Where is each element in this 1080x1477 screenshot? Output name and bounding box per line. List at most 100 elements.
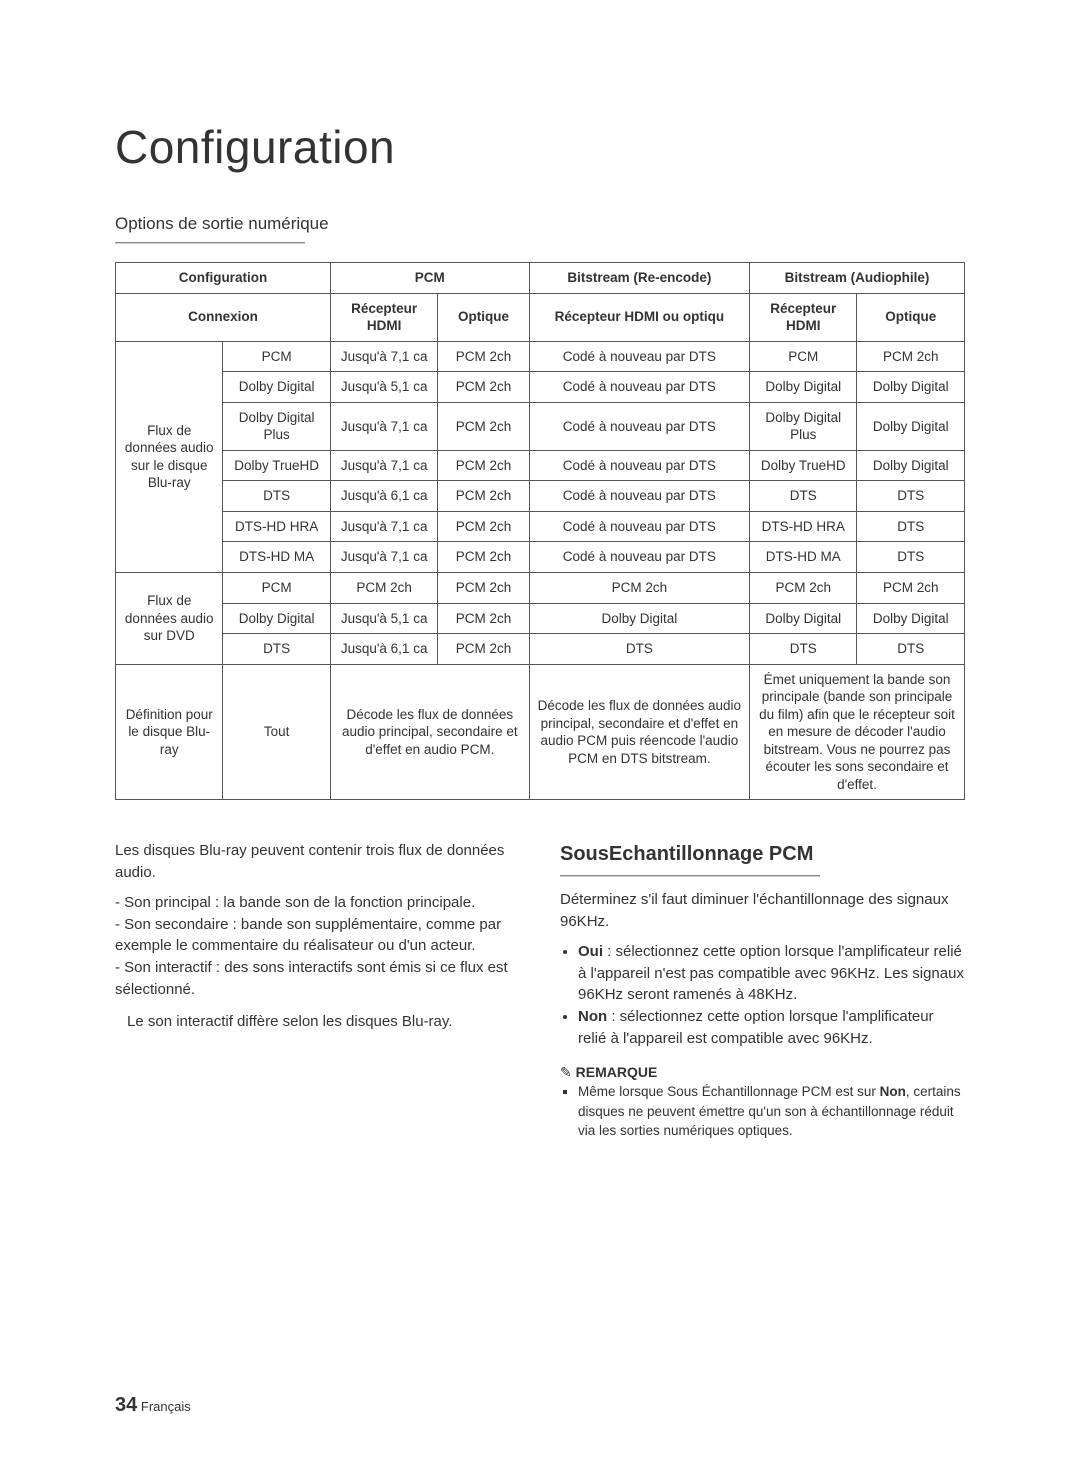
table-cell: Dolby Digital bbox=[750, 372, 857, 403]
right-heading: SousEchantillonnage PCM bbox=[560, 840, 965, 869]
table-cell: Codé à nouveau par DTS bbox=[529, 542, 749, 573]
left-intro: Les disques Blu-ray peuvent contenir tro… bbox=[115, 840, 520, 884]
table-cell: Définition pour le disque Blu-ray bbox=[116, 664, 223, 800]
th-optique-2: Optique bbox=[857, 293, 965, 341]
table-row: Flux de données audio sur DVDPCMPCM 2chP… bbox=[116, 573, 965, 604]
left-list: Son principal : la bande son de la fonct… bbox=[115, 892, 520, 1001]
table-cell: PCM 2ch bbox=[438, 511, 529, 542]
table-cell: PCM 2ch bbox=[438, 603, 529, 634]
table-cell: Jusqu'à 7,1 ca bbox=[330, 341, 437, 372]
th-optique: Optique bbox=[438, 293, 529, 341]
th-connection: Connexion bbox=[116, 293, 331, 341]
table-cell: DTS bbox=[857, 481, 965, 512]
th-config: Configuration bbox=[116, 263, 331, 294]
table-row: Dolby TrueHDJusqu'à 7,1 caPCM 2chCodé à … bbox=[116, 450, 965, 481]
list-item: Son interactif : des sons interactifs so… bbox=[115, 957, 520, 1001]
remark-item: Même lorsque Sous Échantillonnage PCM es… bbox=[578, 1082, 965, 1141]
table-cell: Dolby Digital bbox=[223, 603, 330, 634]
table-cell: PCM 2ch bbox=[438, 372, 529, 403]
table-cell: Dolby Digital Plus bbox=[750, 402, 857, 450]
table-cell: DTS bbox=[857, 511, 965, 542]
table-cell: Dolby Digital Plus bbox=[223, 402, 330, 450]
option-key: Oui bbox=[578, 943, 603, 960]
table-cell: DTS bbox=[223, 481, 330, 512]
table-row: Dolby DigitalJusqu'à 5,1 caPCM 2chDolby … bbox=[116, 603, 965, 634]
list-item: Oui : sélectionnez cette option lorsque … bbox=[578, 941, 965, 1006]
table-cell: DTS-HD HRA bbox=[223, 511, 330, 542]
table-cell: Jusqu'à 7,1 ca bbox=[330, 450, 437, 481]
table-cell: PCM 2ch bbox=[438, 402, 529, 450]
table-cell: Codé à nouveau par DTS bbox=[529, 402, 749, 450]
table-cell: Dolby Digital bbox=[857, 603, 965, 634]
option-key: Non bbox=[578, 1008, 607, 1025]
table-cell: DTS bbox=[750, 634, 857, 665]
list-item: Non : sélectionnez cette option lorsque … bbox=[578, 1006, 965, 1050]
table-cell: PCM 2ch bbox=[438, 341, 529, 372]
remark-pre: Même lorsque Sous Échantillonnage PCM es… bbox=[578, 1084, 880, 1099]
list-item: Son principal : la bande son de la fonct… bbox=[115, 892, 520, 914]
section-subtitle: Options de sortie numérique bbox=[115, 214, 965, 234]
th-pcm: PCM bbox=[330, 263, 529, 294]
table-cell: Codé à nouveau par DTS bbox=[529, 481, 749, 512]
table-row: DTS-HD MAJusqu'à 7,1 caPCM 2chCodé à nou… bbox=[116, 542, 965, 573]
table-cell: PCM 2ch bbox=[857, 341, 965, 372]
table-cell: Tout bbox=[223, 664, 330, 800]
table-cell: PCM 2ch bbox=[438, 450, 529, 481]
table-cell: DTS bbox=[750, 481, 857, 512]
th-bitstream-re: Bitstream (Re-encode) bbox=[529, 263, 749, 294]
th-hdmi-2: Récepteur HDMI bbox=[750, 293, 857, 341]
digital-output-table: Configuration PCM Bitstream (Re-encode) … bbox=[115, 262, 965, 800]
table-row: Flux de données audio sur le disque Blu-… bbox=[116, 341, 965, 372]
right-intro: Déterminez s'il faut diminuer l'échantil… bbox=[560, 889, 965, 933]
th-hdmi-opt: Récepteur HDMI ou optiqu bbox=[529, 293, 749, 341]
table-cell: Codé à nouveau par DTS bbox=[529, 450, 749, 481]
list-item: Son secondaire : bande son supplémentair… bbox=[115, 914, 520, 958]
table-cell: PCM 2ch bbox=[330, 573, 437, 604]
table-cell: PCM 2ch bbox=[750, 573, 857, 604]
table-cell: PCM 2ch bbox=[857, 573, 965, 604]
table-cell: Dolby Digital bbox=[857, 402, 965, 450]
table-cell: Dolby TrueHD bbox=[750, 450, 857, 481]
option-text: : sélectionnez cette option lorsque l'am… bbox=[578, 1008, 934, 1047]
table-row: Définition pour le disque Blu-rayToutDéc… bbox=[116, 664, 965, 800]
th-bitstream-au: Bitstream (Audiophile) bbox=[750, 263, 965, 294]
table-cell: DTS-HD MA bbox=[223, 542, 330, 573]
table-cell: PCM 2ch bbox=[438, 542, 529, 573]
remark-list: Même lorsque Sous Échantillonnage PCM es… bbox=[560, 1082, 965, 1141]
table-cell: DTS bbox=[223, 634, 330, 665]
table-row: DTSJusqu'à 6,1 caPCM 2chDTSDTSDTS bbox=[116, 634, 965, 665]
table-cell: Jusqu'à 6,1 ca bbox=[330, 481, 437, 512]
table-cell: Décode les flux de données audio princip… bbox=[330, 664, 529, 800]
page-title: Configuration bbox=[115, 120, 965, 174]
left-column: Les disques Blu-ray peuvent contenir tro… bbox=[115, 840, 520, 1150]
page-lang: Français bbox=[141, 1399, 191, 1414]
table-cell: Dolby Digital bbox=[857, 450, 965, 481]
table-cell: DTS-HD MA bbox=[750, 542, 857, 573]
remark-title: REMARQUE bbox=[560, 1062, 965, 1082]
table-cell: Jusqu'à 5,1 ca bbox=[330, 603, 437, 634]
table-cell: Jusqu'à 6,1 ca bbox=[330, 634, 437, 665]
option-text: : sélectionnez cette option lorsque l'am… bbox=[578, 943, 964, 1004]
table-cell: Dolby TrueHD bbox=[223, 450, 330, 481]
table-cell: Jusqu'à 7,1 ca bbox=[330, 542, 437, 573]
table-cell: Dolby Digital bbox=[750, 603, 857, 634]
table-cell: Flux de données audio sur DVD bbox=[116, 573, 223, 665]
right-column: SousEchantillonnage PCM Déterminez s'il … bbox=[560, 840, 965, 1150]
table-cell: PCM 2ch bbox=[529, 573, 749, 604]
table-cell: PCM 2ch bbox=[438, 634, 529, 665]
page-number: 34 bbox=[115, 1394, 137, 1416]
table-cell: Émet uniquement la bande son principale … bbox=[750, 664, 965, 800]
right-heading-rule bbox=[560, 875, 820, 877]
two-column-body: Les disques Blu-ray peuvent contenir tro… bbox=[115, 840, 965, 1150]
table-cell: DTS bbox=[857, 634, 965, 665]
table-row: DTS-HD HRAJusqu'à 7,1 caPCM 2chCodé à no… bbox=[116, 511, 965, 542]
table-cell: DTS-HD HRA bbox=[750, 511, 857, 542]
table-cell: DTS bbox=[529, 634, 749, 665]
table-cell: Dolby Digital bbox=[529, 603, 749, 634]
table-cell: Jusqu'à 7,1 ca bbox=[330, 402, 437, 450]
table-cell: Dolby Digital bbox=[857, 372, 965, 403]
right-options: Oui : sélectionnez cette option lorsque … bbox=[560, 941, 965, 1050]
table-cell: PCM bbox=[223, 341, 330, 372]
table-cell: Dolby Digital bbox=[223, 372, 330, 403]
table-cell: Jusqu'à 7,1 ca bbox=[330, 511, 437, 542]
